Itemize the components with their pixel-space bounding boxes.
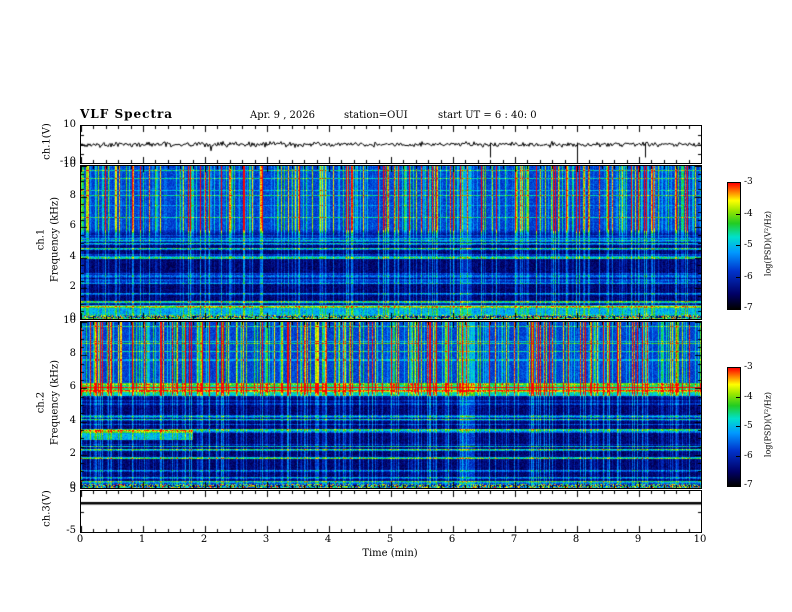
y-tick-label: 6 [69,220,76,232]
colorbar-tick-label: -3 [744,362,753,372]
colorbar-tick [736,277,740,278]
colorbar-tick [736,426,740,427]
colorbar-tick-label: -5 [744,240,753,250]
y-tick-label: 6 [69,381,76,393]
x-tick-label: 8 [572,534,580,545]
y-tick-label: 10 [63,315,76,326]
y-tick-label: 10 [63,119,76,130]
ch1-channel-label: ch.1 [35,228,47,251]
x-tick-label: 3 [262,534,270,545]
ch2-spectrogram-plot [80,321,702,489]
colorbar-tick [736,367,740,368]
ch2-channel-label: ch.2 [35,391,47,414]
colorbar-tick [736,214,740,215]
x-tick-label: 9 [634,534,642,545]
y-tick-label: 2 [69,281,76,293]
y-tick-label: 8 [69,189,76,201]
colorbar-ch2 [727,367,741,487]
ch3-voltage-axis-label: ch.3(V) [41,490,53,527]
colorbar-tick [736,456,740,457]
colorbar-tick-label: -6 [744,271,753,282]
y-tick-label: -10 [59,156,76,167]
station-label: station=OUI [344,110,408,121]
colorbar-tick-label: -3 [744,177,753,187]
colorbar-tick-label: -4 [744,208,753,219]
colorbar-tick [736,245,740,246]
start-ut-label: start UT = 6 : 40: 0 [438,110,537,121]
colorbar-tick-label: -4 [744,391,753,402]
ch1-waveform-plot [80,125,702,164]
ch2-frequency-axis-label: Frequency (kHz) [49,359,61,446]
y-tick-label: 8 [69,348,76,360]
date-label: Apr. 9 , 2026 [250,110,316,121]
colorbar-tick-label: -7 [744,303,753,313]
colorbar-tick-label: -5 [744,421,753,431]
colorbar-tick [736,397,740,398]
colorbar-tick [736,182,740,183]
colorbar-tick [736,485,740,486]
ch3-waveform-plot [80,490,702,533]
y-tick-label: -5 [66,525,76,536]
x-axis-label: Time (min) [362,548,418,559]
colorbar-tick [736,308,740,309]
ch1-spectrogram-plot [80,165,702,320]
x-tick-label: 5 [386,534,394,545]
colorbar2-unit-label: log(PSD)(V²/Hz) [763,391,773,458]
y-tick-label: 4 [69,414,76,426]
x-tick-label: 1 [138,534,146,545]
colorbar1-unit-label: log(PSD)(V²/Hz) [763,210,773,277]
y-tick-label: 2 [69,447,76,459]
colorbar-tick-label: -7 [744,480,753,490]
x-tick-label: 0 [76,534,84,545]
y-tick-label: 10 [63,159,76,170]
y-tick-label: 0 [69,312,76,323]
figure-title: VLF Spectra [80,107,174,121]
y-tick-label: 0 [69,481,76,492]
x-tick-label: 2 [200,534,208,545]
x-tick-label: 7 [510,534,518,545]
colorbar-ch1 [727,182,741,310]
y-tick-label: 5 [69,484,76,495]
x-tick-label: 6 [448,534,456,545]
y-tick-label: 4 [69,250,76,262]
x-tick-label: 4 [324,534,332,545]
x-tick-label: 10 [693,534,707,545]
colorbar-tick-label: -6 [744,450,753,461]
